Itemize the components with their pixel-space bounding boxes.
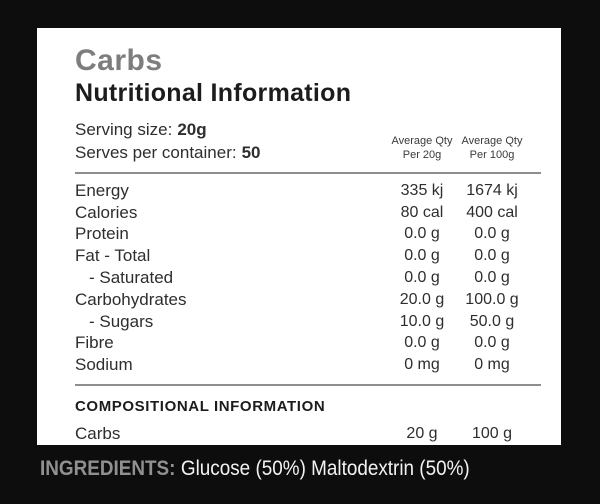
serving-size-value: 20g <box>177 120 207 139</box>
nutrition-table: Energy 335 kj 1674 kj Calories 80 cal 400 … <box>75 180 541 376</box>
serves-per-container-label: Serves per container: <box>75 143 237 162</box>
product-title: Carbs <box>75 44 163 77</box>
table-row-sodium: Sodium 0 mg 0 mg <box>75 355 510 375</box>
table-row-fat-total: Fat - Total 0.0 g 0.0 g <box>75 246 510 266</box>
ingredients-label: INGREDIENTS: <box>40 457 176 480</box>
header-divider <box>75 172 541 174</box>
column-headers: Average Qty Per 20g Average Qty Per 100g <box>387 134 527 164</box>
serving-info: Serving size: 20g Serves per container: 50 <box>75 118 387 164</box>
compositional-divider <box>75 384 541 387</box>
serves-per-container-line: Serves per container: 50 <box>75 141 387 164</box>
table-row-fibre: Fibre 0.0 g 0.0 g <box>75 333 510 353</box>
table-row-saturated: - Saturated 0.0 g 0.0 g <box>89 268 510 288</box>
column-header-per-100g: Average Qty Per 100g <box>461 135 523 161</box>
table-row-energy: Energy 335 kj 1674 kj <box>75 180 518 200</box>
column-header-per-serve: Average Qty Per 20g <box>391 135 453 161</box>
nutrition-panel: Carbs Nutritional Information Serving si… <box>37 28 561 445</box>
serving-and-column-headers: Serving size: 20g Serves per container: 50… <box>75 118 541 164</box>
ingredients-value: Glucose (50%) Maltodextrin (50%) <box>180 457 470 480</box>
serving-size-label: Serving size: <box>75 120 173 139</box>
table-row-carbohydrates: Carbohydrates 20.0 g 100.0 g <box>75 289 519 309</box>
table-row-protein: Protein 0.0 g 0.0 g <box>75 224 510 244</box>
ingredients-line: INGREDIENTS: Glucose (50%) Maltodextrin (… <box>40 455 544 483</box>
compositional-heading: COMPOSITIONAL INFORMATION <box>75 398 326 416</box>
serves-per-container-value: 50 <box>241 143 261 162</box>
table-row-calories: Calories 80 cal 400 cal <box>75 202 518 222</box>
table-row-compositional-carbs: Carbs 20 g 100 g <box>75 424 513 444</box>
table-row-sugars: - Sugars 10.0 g 50.0 g <box>89 311 515 331</box>
serving-size-line: Serving size: 20g <box>75 118 387 141</box>
panel-subtitle: Nutritional Information <box>75 79 352 107</box>
